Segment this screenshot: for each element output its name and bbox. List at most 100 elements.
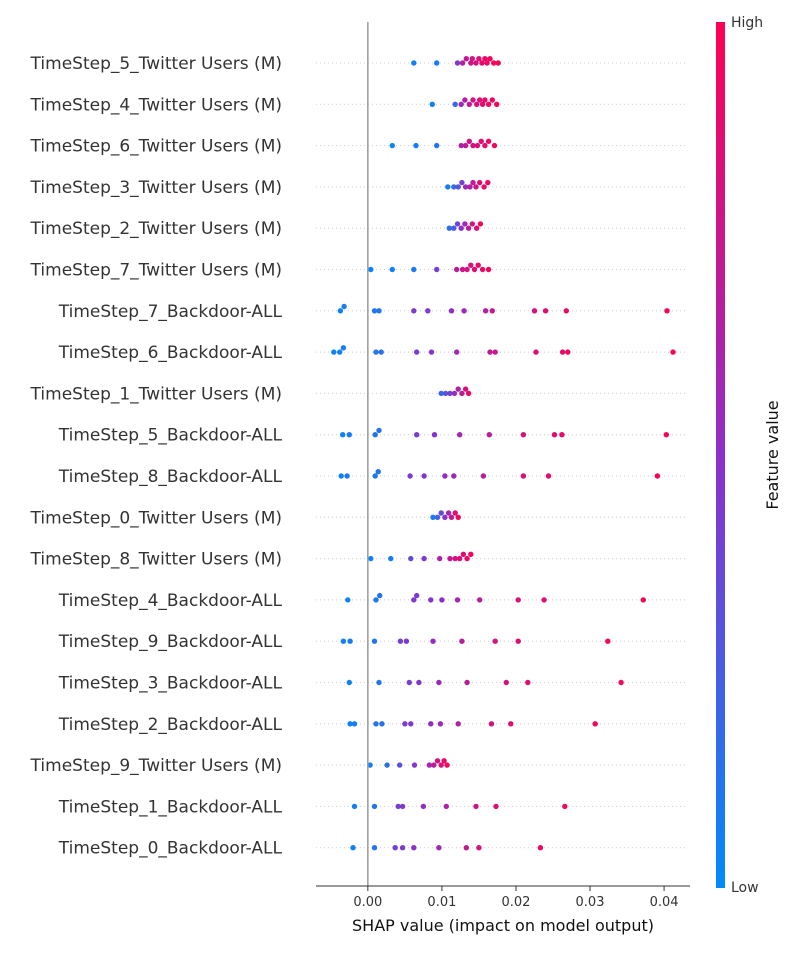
shap-point bbox=[459, 179, 465, 186]
shap-point bbox=[563, 308, 569, 314]
shap-point bbox=[431, 432, 438, 438]
shap-point bbox=[473, 60, 479, 66]
shap-point bbox=[436, 679, 442, 686]
feature-label: TimeStep_8_Twitter Users (M) bbox=[30, 550, 282, 570]
shap-point bbox=[537, 845, 544, 851]
feature-row: TimeStep_3_Twitter Users (M) bbox=[30, 178, 686, 198]
shap-point bbox=[338, 473, 344, 479]
shap-point bbox=[462, 184, 469, 190]
shap-point bbox=[492, 349, 498, 355]
shap-point bbox=[457, 432, 463, 438]
colorbar: High Low Feature value bbox=[716, 15, 782, 896]
feature-label: TimeStep_1_Backdoor-ALL bbox=[58, 797, 283, 817]
shap-point bbox=[494, 101, 500, 108]
shap-point bbox=[461, 308, 467, 314]
shap-point bbox=[508, 721, 514, 727]
shap-point bbox=[372, 432, 378, 438]
feature-label: TimeStep_9_Backdoor-ALL bbox=[58, 632, 283, 652]
shap-point bbox=[408, 721, 414, 727]
shap-point bbox=[373, 597, 379, 603]
colorbar-gradient bbox=[716, 22, 725, 888]
shap-point bbox=[445, 184, 451, 190]
feature-row: TimeStep_7_Backdoor-ALL bbox=[58, 302, 686, 322]
shap-point bbox=[340, 345, 347, 351]
shap-point bbox=[458, 142, 464, 149]
shap-point bbox=[457, 555, 463, 562]
shap-point bbox=[479, 266, 486, 273]
shap-point bbox=[459, 60, 466, 66]
shap-point bbox=[416, 679, 422, 686]
shap-point bbox=[455, 184, 461, 190]
shap-point bbox=[477, 221, 484, 227]
shap-point bbox=[434, 758, 441, 764]
feature-row: TimeStep_8_Backdoor-ALL bbox=[58, 467, 686, 487]
shap-point bbox=[473, 803, 479, 810]
shap-point bbox=[428, 349, 435, 355]
shap-point bbox=[541, 597, 547, 603]
shap-point bbox=[459, 638, 465, 644]
shap-point bbox=[468, 262, 474, 268]
shap-point bbox=[470, 142, 476, 149]
shap-point bbox=[479, 60, 485, 66]
feature-row: TimeStep_8_Twitter Users (M) bbox=[30, 550, 686, 570]
shap-point bbox=[351, 721, 358, 727]
shap-point bbox=[430, 638, 436, 644]
shap-point bbox=[503, 679, 509, 686]
shap-point bbox=[481, 184, 487, 190]
shap-point bbox=[379, 721, 385, 727]
shap-point bbox=[477, 597, 483, 603]
feature-row: TimeStep_3_Backdoor-ALL bbox=[58, 674, 686, 694]
shap-point bbox=[454, 266, 460, 273]
shap-point bbox=[367, 762, 373, 768]
feature-rows: TimeStep_5_Twitter Users (M) TimeStep_4_T… bbox=[30, 54, 686, 859]
shap-point bbox=[421, 473, 427, 479]
shap-point bbox=[640, 597, 646, 603]
shap-point bbox=[340, 432, 346, 438]
shap-point bbox=[477, 97, 483, 103]
shap-point bbox=[545, 473, 552, 479]
shap-point bbox=[442, 514, 448, 520]
shap-point bbox=[542, 308, 549, 314]
shap-point bbox=[434, 60, 440, 66]
feature-row: TimeStep_7_Twitter Users (M) bbox=[30, 261, 686, 281]
shap-point bbox=[411, 60, 417, 66]
feature-row: TimeStep_9_Backdoor-ALL bbox=[58, 632, 686, 652]
shap-point bbox=[346, 432, 352, 438]
shap-point bbox=[473, 184, 479, 190]
shap-point bbox=[525, 679, 531, 686]
feature-label: TimeStep_3_Twitter Users (M) bbox=[30, 178, 282, 198]
shap-point bbox=[337, 308, 344, 314]
shap-point bbox=[447, 390, 453, 397]
shap-point bbox=[399, 845, 406, 851]
shap-point bbox=[484, 60, 490, 66]
shap-point bbox=[388, 555, 394, 562]
shap-point bbox=[551, 432, 558, 438]
shap-point bbox=[428, 597, 434, 603]
shap-point bbox=[474, 142, 481, 149]
shap-point bbox=[482, 56, 488, 62]
shap-point bbox=[372, 473, 378, 479]
shap-point bbox=[402, 721, 408, 727]
feature-label: TimeStep_4_Backdoor-ALL bbox=[58, 591, 283, 611]
x-axis: 0.00 0.01 0.02 0.03 0.04 bbox=[316, 22, 690, 910]
shap-point bbox=[454, 349, 460, 355]
feature-row: TimeStep_4_Twitter Users (M) bbox=[30, 95, 686, 115]
shap-point bbox=[559, 349, 566, 355]
feature-label: TimeStep_9_Twitter Users (M) bbox=[30, 756, 282, 776]
feature-row: TimeStep_1_Backdoor-ALL bbox=[58, 797, 686, 817]
shap-point bbox=[565, 349, 571, 355]
shap-point bbox=[371, 638, 378, 644]
shap-point bbox=[464, 679, 470, 686]
feature-row: TimeStep_5_Backdoor-ALL bbox=[58, 426, 686, 446]
shap-point bbox=[520, 473, 527, 479]
shap-point bbox=[434, 142, 440, 149]
shap-point bbox=[395, 803, 401, 810]
shap-point bbox=[389, 266, 395, 273]
shap-point bbox=[346, 679, 352, 686]
shap-point bbox=[487, 56, 493, 62]
shap-point bbox=[429, 101, 435, 108]
shap-point bbox=[438, 510, 444, 516]
x-tick-label: 0.00 bbox=[353, 895, 382, 910]
shap-point bbox=[605, 638, 611, 644]
shap-point bbox=[442, 473, 448, 479]
